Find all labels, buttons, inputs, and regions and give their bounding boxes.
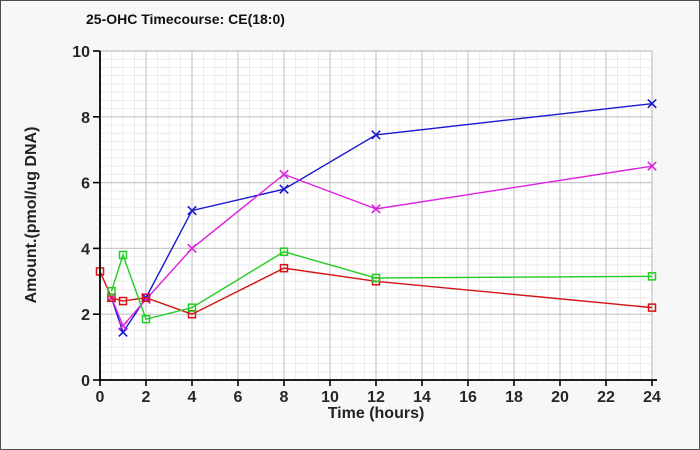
magenta-series-marker (187, 243, 197, 254)
x-tick-label: 8 (280, 389, 289, 406)
green-series-marker (118, 250, 128, 260)
blue-series-marker (647, 98, 657, 109)
magenta-series-marker (118, 320, 128, 331)
green-series-marker (107, 286, 116, 296)
green-series-marker (141, 314, 151, 324)
green-series-line (110, 250, 653, 320)
green-series-marker (279, 247, 289, 256)
x-tick-label: 20 (551, 389, 569, 406)
red-series-marker (118, 296, 128, 306)
blue-series-marker (187, 205, 197, 216)
red-series-marker (647, 303, 657, 312)
x-tick-label: 22 (597, 389, 615, 406)
green-series-marker (187, 303, 197, 312)
magenta-series-marker (371, 204, 381, 214)
red-series-line (99, 267, 653, 315)
red-series-marker (279, 263, 289, 273)
y-tick-label: 0 (81, 373, 90, 390)
y-tick-label: 2 (81, 307, 90, 324)
y-axis-label: Amount.(pmol/ug DNA) (23, 126, 40, 304)
x-tick-label: 12 (367, 389, 385, 406)
green-series-marker (647, 272, 657, 281)
x-axis-label: Time (hours) (327, 405, 425, 422)
x-tick-label: 6 (234, 389, 243, 406)
blue-series-marker (371, 130, 381, 140)
x-tick-label: 2 (142, 389, 151, 406)
y-tick-label: 10 (72, 44, 90, 61)
red-series-marker (141, 293, 151, 302)
x-tick-label: 24 (643, 389, 661, 406)
chart-title: 25-OHC Timecourse: CE(18:0) (86, 11, 285, 27)
x-tick-label: 16 (459, 389, 477, 406)
magenta-series-marker (279, 169, 289, 180)
y-tick-label: 6 (81, 176, 90, 193)
x-tick-label: 4 (188, 389, 197, 406)
x-tick-label: 18 (505, 389, 523, 406)
x-tick-label: 0 (96, 389, 105, 406)
blue-series-marker (279, 184, 289, 194)
y-tick-label: 8 (81, 110, 90, 127)
green-series-marker (371, 273, 381, 283)
x-tick-label: 10 (321, 389, 339, 406)
x-tick-label: 14 (413, 389, 431, 406)
y-tick-label: 4 (81, 241, 90, 258)
magenta-series-marker (647, 161, 657, 171)
